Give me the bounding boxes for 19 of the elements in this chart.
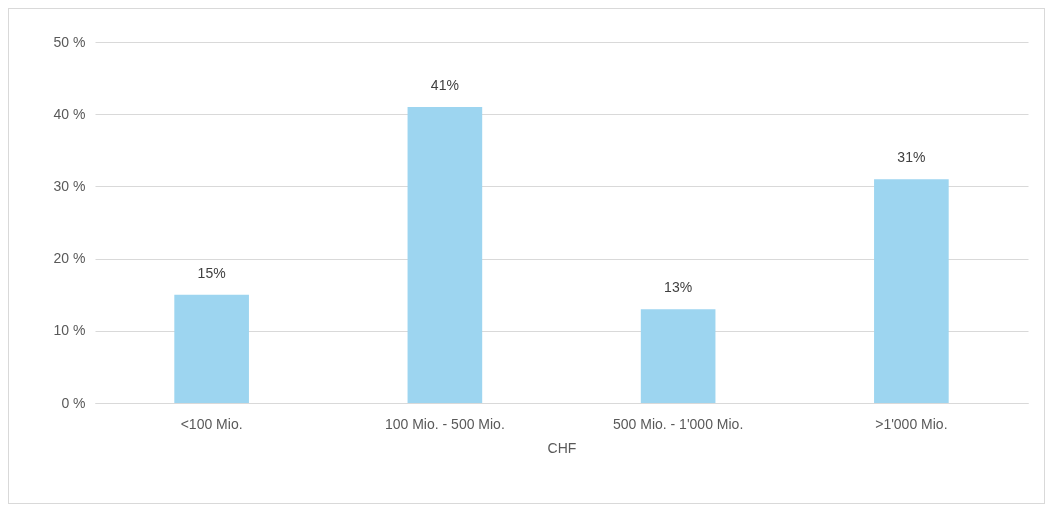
x-tick-label: 100 Mio. - 500 Mio. (384, 415, 505, 432)
bar (640, 309, 716, 403)
y-tick-label: 0 % (61, 394, 86, 411)
x-tick-label: <100 Mio. (180, 415, 243, 432)
y-tick-label: 20 % (53, 250, 86, 267)
x-tick-label: 500 Mio. - 1'000 Mio. (612, 415, 744, 432)
bar (174, 294, 249, 403)
data-label: 13% (664, 279, 693, 296)
y-tick-label: 40 % (53, 105, 86, 122)
x-tick-label: >1'000 Mio. (875, 415, 948, 432)
y-tick-label: 50 % (53, 33, 86, 50)
bar (407, 106, 483, 403)
x-axis-title: CHF (547, 439, 577, 456)
data-label: 41% (430, 76, 459, 93)
data-label: 31% (897, 149, 926, 166)
bar (874, 179, 949, 403)
y-tick-label: 30 % (53, 177, 86, 194)
y-tick-label: 10 % (53, 322, 86, 339)
data-label: 15% (197, 264, 226, 281)
